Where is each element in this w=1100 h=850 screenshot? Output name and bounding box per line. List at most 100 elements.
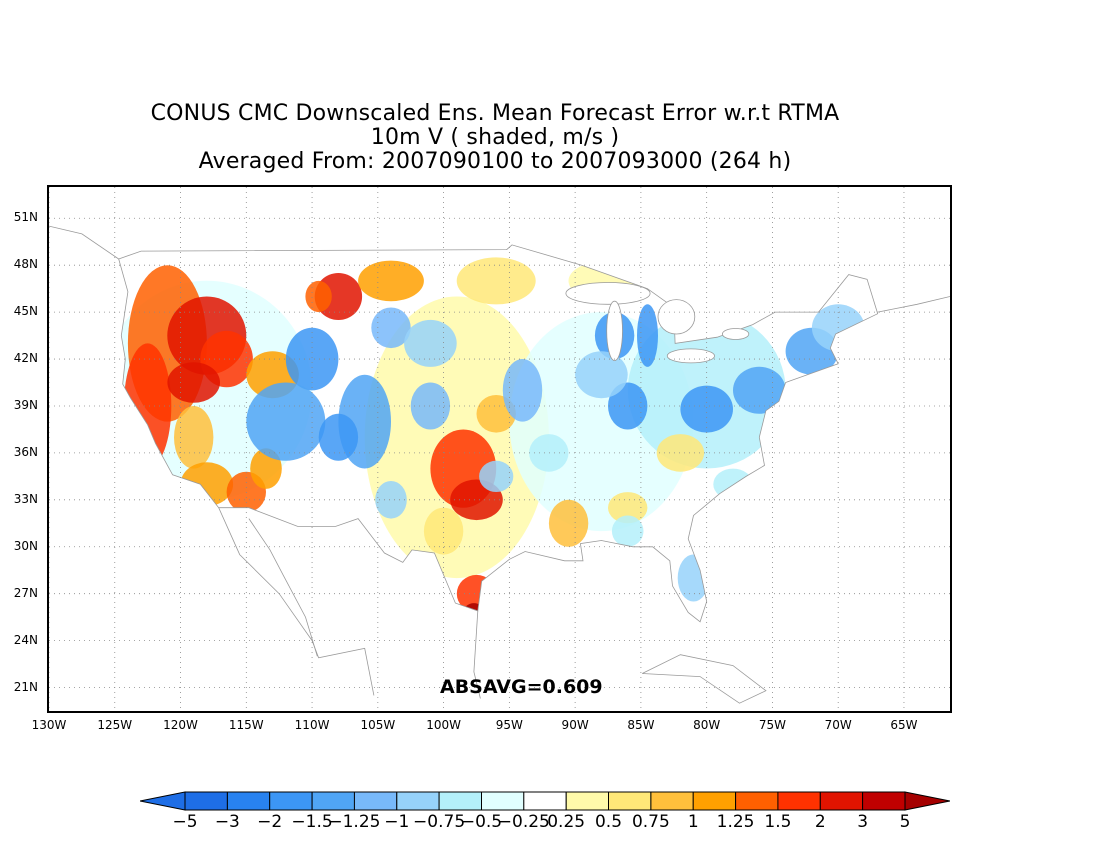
colorbar-cell-7: [438, 791, 483, 811]
lon-label-80W: 80W: [693, 718, 721, 732]
colorbar-label-11: 0.75: [631, 812, 670, 832]
colorbar-label-1: −3: [214, 812, 240, 832]
shaded-region-11: [180, 462, 234, 507]
shaded-region-50: [611, 515, 644, 547]
colorbar-label-17: 5: [899, 812, 911, 832]
mexico-gulf-coast: [473, 610, 481, 699]
colorbar-cell-13: [692, 791, 737, 811]
shaded-region-40: [733, 366, 786, 414]
shaded-region-33: [404, 319, 457, 367]
colorbar-cell-6: [396, 791, 440, 811]
colorbar-cell-1: [184, 791, 228, 811]
colorbar-label-16: 3: [857, 812, 869, 832]
great-lake-2: [657, 299, 696, 335]
chart-title-block: CONUS CMC Downscaled Ens. Mean Forecast …: [0, 102, 990, 174]
great-lake-3: [666, 348, 716, 364]
great-lake-4: [721, 328, 750, 340]
colorbar-label-10: 0.5: [594, 812, 623, 832]
shaded-region-24: [423, 507, 464, 555]
shaded-region-32: [318, 413, 359, 461]
colorbar-cell-10: [565, 791, 610, 811]
title-line-1: CONUS CMC Downscaled Ens. Mean Forecast …: [150, 101, 840, 126]
colorbar-cell-14: [735, 791, 779, 811]
colorbar-cell-9: [523, 791, 567, 811]
title-line-3: Averaged From: 2007090100 to 2007093000 …: [198, 149, 792, 174]
lon-label-70W: 70W: [824, 718, 852, 732]
absavg-label: ABSAVG=0.609: [440, 676, 603, 698]
colorbar-cell-15: [777, 791, 821, 811]
shaded-region-29: [246, 382, 326, 461]
shaded-region-38: [608, 382, 648, 430]
lat-label-30N: 30N: [13, 538, 38, 553]
colorbar-cell-3: [269, 791, 313, 811]
colorbar-label-4: −1.25: [328, 812, 381, 832]
shaded-region-34: [410, 382, 451, 430]
lat-label-27N: 27N: [13, 585, 38, 600]
shaded-region-15: [305, 280, 332, 313]
shaded-region-44: [479, 460, 514, 492]
lon-label-105W: 105W: [360, 718, 396, 732]
shaded-region-25: [548, 499, 589, 547]
lon-label-130W: 130W: [31, 718, 67, 732]
lon-label-120W: 120W: [163, 718, 198, 732]
shaded-region-49: [713, 468, 753, 500]
shaded-region-17: [456, 257, 536, 305]
shaded-region-37: [637, 304, 658, 367]
colorbar-label-14: 1.5: [764, 812, 792, 832]
lon-label-65W: 65W: [890, 718, 918, 732]
lon-label-125W: 125W: [97, 718, 133, 732]
great-lake-1: [606, 300, 623, 361]
canada-east-coast: [877, 296, 950, 313]
map-panel: [47, 185, 952, 713]
colorbar-cell-8: [481, 791, 525, 811]
lon-label-90W: 90W: [561, 718, 589, 732]
cuba-coast: [642, 654, 767, 704]
shaded-region-48: [529, 434, 569, 472]
colorbar-cell-2: [226, 791, 271, 811]
lat-label-51N: 51N: [13, 210, 38, 225]
lon-label-115W: 115W: [228, 718, 264, 732]
colorbar: [140, 791, 950, 811]
colorbar-label-0: −5: [172, 812, 198, 832]
lon-label-85W: 85W: [627, 718, 655, 732]
colorbar-low-arrow: [140, 791, 186, 811]
colorbar-label-8: −0.25: [497, 812, 550, 832]
shaded-region-23: [463, 603, 485, 622]
lon-label-95W: 95W: [495, 718, 523, 732]
shaded-region-16: [358, 260, 424, 302]
colorbar-cell-11: [608, 791, 652, 811]
colorbar-label-5: −1: [384, 812, 410, 832]
lat-label-21N: 21N: [13, 679, 38, 694]
colorbar-high-arrow: [904, 791, 950, 811]
colorbar-cell-4: [311, 791, 356, 811]
lat-label-33N: 33N: [13, 491, 38, 506]
shaded-field: [118, 257, 865, 622]
shaded-region-45: [375, 481, 407, 519]
lat-label-39N: 39N: [13, 397, 38, 412]
lat-label-42N: 42N: [13, 351, 38, 366]
colorbar-label-7: −0.5: [460, 812, 503, 832]
shaded-region-8: [167, 362, 220, 403]
colorbar-label-15: 2: [814, 812, 826, 832]
shaded-region-35: [502, 359, 543, 422]
shaded-region-43: [575, 351, 628, 399]
colorbar-label-13: 1.25: [716, 812, 755, 832]
shaded-region-27: [656, 434, 705, 472]
colorbar-cell-17: [862, 791, 906, 811]
conus-outline: [118, 244, 879, 623]
colorbar-label-12: 1: [687, 812, 699, 832]
colorbar-label-9: 0.25: [547, 812, 586, 832]
colorbar-cell-16: [819, 791, 864, 811]
shaded-region-39: [680, 385, 733, 433]
lat-label-36N: 36N: [13, 444, 38, 459]
lat-label-48N: 48N: [13, 257, 38, 272]
colorbar-label-2: −2: [257, 812, 283, 832]
shaded-region-28: [285, 327, 339, 391]
colorbar-cell-5: [353, 791, 398, 811]
shaded-region-10: [174, 406, 214, 469]
colorbar-label-6: −0.75: [413, 812, 466, 832]
map-canvas: [49, 187, 950, 711]
shaded-region-31: [371, 307, 411, 349]
great-lake-0: [565, 282, 651, 305]
canada-coast: [49, 225, 119, 260]
